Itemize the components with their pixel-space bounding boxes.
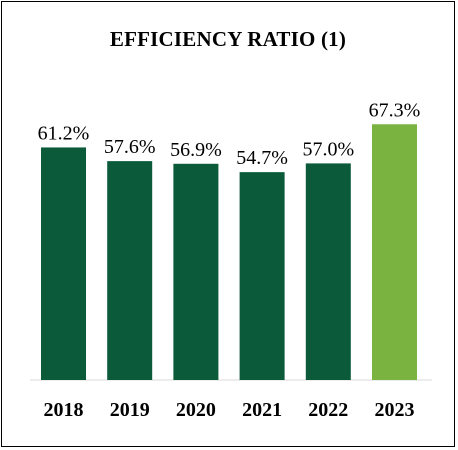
- category-label-2018: 2018: [44, 399, 84, 421]
- category-label-2020: 2020: [176, 399, 216, 421]
- value-label-2023: 67.3%: [369, 99, 421, 121]
- category-label-2022: 2022: [308, 399, 348, 421]
- chart-title: EFFICIENCY RATIO (1): [109, 27, 347, 51]
- bar-2022: [305, 163, 351, 380]
- value-label-2020: 56.9%: [170, 139, 222, 161]
- bar-2019: [107, 161, 153, 380]
- category-label-2021: 2021: [242, 399, 282, 421]
- category-label-2019: 2019: [110, 399, 150, 421]
- value-label-2019: 57.6%: [104, 136, 156, 158]
- value-label-2021: 54.7%: [236, 147, 288, 169]
- value-label-2022: 57.0%: [302, 138, 354, 160]
- bar-2021: [239, 172, 285, 380]
- value-label-2018: 61.2%: [38, 122, 90, 144]
- bar-2023: [372, 124, 417, 380]
- bar-2018: [41, 147, 86, 380]
- bar-2020: [173, 163, 219, 380]
- category-label-2023: 2023: [375, 399, 415, 421]
